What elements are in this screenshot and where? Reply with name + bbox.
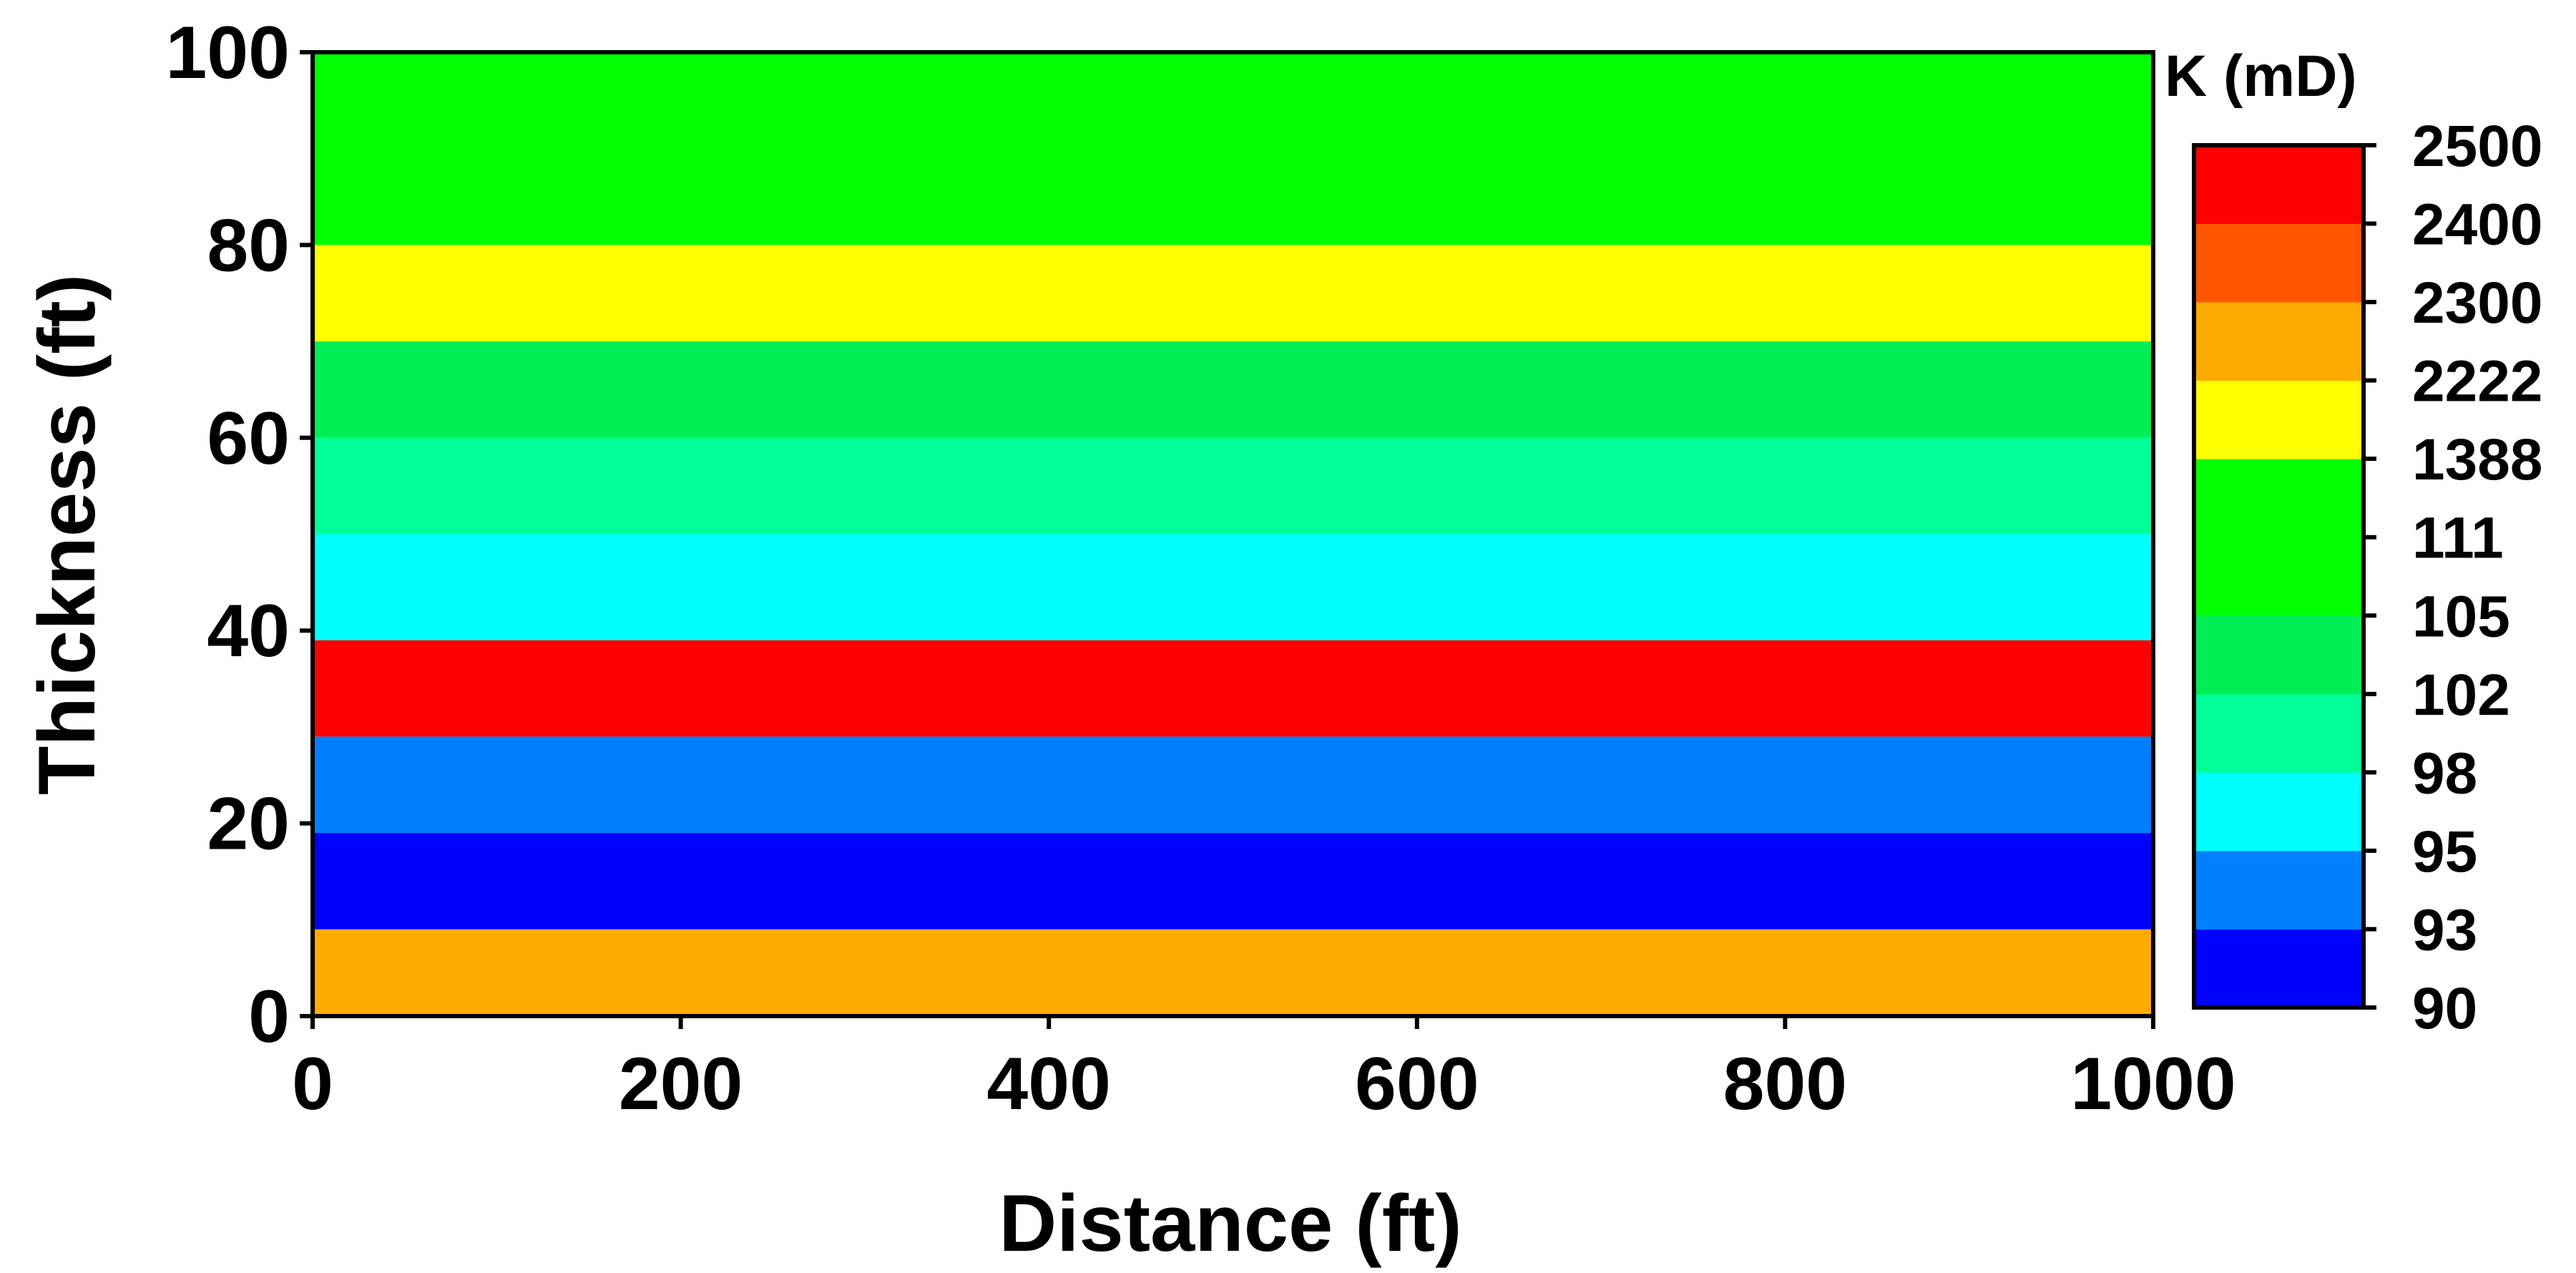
colorbar-frame (2192, 143, 2366, 1010)
x-axis-ticks: 0 200 400 600 800 1000 (292, 1016, 2236, 1126)
y-tick-label: 20 (207, 783, 290, 866)
x-tick-label: 800 (1723, 1043, 1848, 1126)
y-tick-label: 80 (207, 204, 290, 287)
y-tick-label: 0 (248, 975, 290, 1058)
colorbar-band-6 (2194, 459, 2364, 538)
colorbar-tick-label: 111 (2412, 506, 2504, 571)
colorbar-tick-label: 105 (2412, 584, 2510, 649)
y-tick-label: 60 (207, 397, 290, 480)
layer-band-4 (313, 534, 2153, 640)
layer-band-2 (313, 736, 2153, 834)
layer-band-7 (313, 245, 2153, 342)
plot-frame (310, 50, 2155, 1018)
colorbar-tick-label: 98 (2412, 741, 2477, 806)
x-tick-label: 1000 (2070, 1043, 2235, 1126)
x-axis-label: Distance (ft) (999, 1179, 1461, 1268)
y-tick-label: 100 (165, 11, 290, 94)
layer-band-3 (313, 640, 2153, 737)
colorbar-band-7 (2194, 380, 2364, 459)
layer-band-5 (313, 437, 2153, 535)
layer-band-6 (313, 341, 2153, 438)
colorbar-band-3 (2194, 693, 2364, 773)
layer-band-0 (313, 929, 2153, 1016)
x-tick-label: 0 (292, 1043, 333, 1126)
colorbar-ticks: 90 93 95 98 102 105 111 1388 2222 2300 2400 2500 (2364, 114, 2542, 1041)
colorbar-title: K (mD) (2165, 44, 2357, 109)
colorbar-tick-label: 93 (2412, 897, 2477, 962)
x-tick-label: 600 (1355, 1043, 1479, 1126)
colorbar-band-8 (2194, 302, 2364, 381)
colorbar-band-9 (2194, 223, 2364, 303)
colorbar-tick-label: 2400 (2412, 192, 2542, 258)
colorbar-tick-label: 2500 (2412, 114, 2542, 179)
colorbar-tick-label: 90 (2412, 976, 2477, 1041)
colorbar-band-10 (2194, 145, 2364, 225)
colorbar-bands (2194, 145, 2364, 1008)
layer-bands (313, 52, 2153, 1016)
colorbar-band-0 (2194, 929, 2364, 1008)
x-tick-label: 200 (619, 1043, 743, 1126)
colorbar-tick-label: 1388 (2412, 427, 2542, 492)
colorbar-band-1 (2194, 850, 2364, 930)
colorbar-tick-label: 95 (2412, 819, 2477, 884)
y-tick-label: 40 (207, 590, 290, 673)
x-tick-label: 400 (986, 1043, 1111, 1126)
colorbar-band-2 (2194, 772, 2364, 852)
colorbar-tick-label: 2222 (2412, 349, 2542, 414)
colorbar-tick-label: 102 (2412, 663, 2510, 728)
y-axis-ticks: 0 20 40 60 80 100 (165, 11, 313, 1058)
y-axis-label: Thickness (ft) (22, 274, 112, 795)
colorbar-band-5 (2194, 537, 2364, 616)
colorbar-tick-label: 2300 (2412, 270, 2542, 336)
colorbar-band-4 (2194, 615, 2364, 695)
layer-band-8 (313, 52, 2153, 245)
layer-band-1 (313, 833, 2153, 930)
